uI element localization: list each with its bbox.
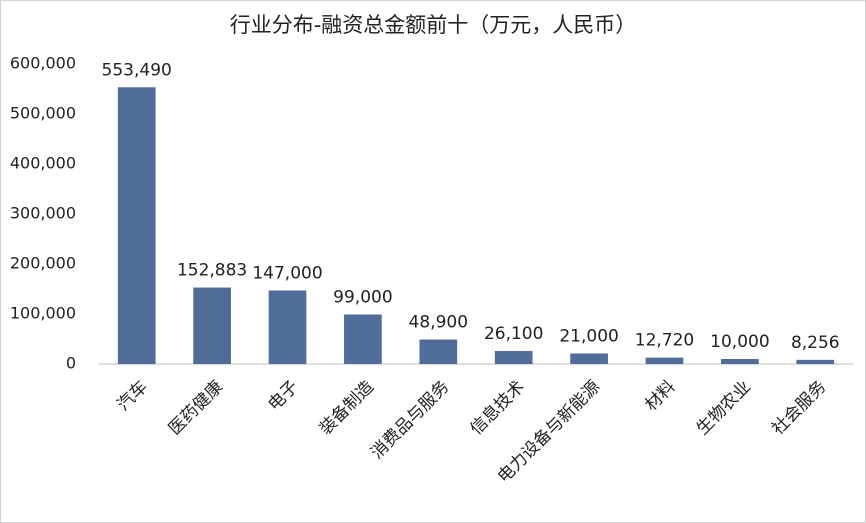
- value-label: 147,000: [252, 264, 322, 284]
- value-label: 8,256: [791, 333, 840, 353]
- bar: [645, 357, 684, 364]
- y-tick-label: 300,000: [10, 204, 76, 223]
- bar: [344, 314, 382, 364]
- bar: [419, 339, 458, 364]
- y-tick-label: 500,000: [10, 104, 76, 123]
- y-tick-label: 600,000: [10, 54, 76, 73]
- value-label: 10,000: [710, 332, 769, 352]
- value-label: 48,900: [409, 313, 468, 333]
- y-tick-label: 0: [66, 354, 76, 373]
- bar: [721, 359, 759, 364]
- bar: [796, 359, 835, 364]
- value-label: 26,100: [484, 324, 543, 344]
- y-tick-label: 200,000: [10, 254, 76, 273]
- bar: [570, 353, 608, 364]
- bar: [117, 87, 156, 364]
- y-tick-label: 100,000: [10, 304, 76, 323]
- bar: [193, 287, 231, 364]
- chart-title: 行业分布-融资总金额前十（万元，人民币）: [230, 13, 637, 37]
- y-tick-label: 400,000: [10, 154, 76, 173]
- bar: [494, 350, 533, 364]
- value-label: 553,490: [102, 60, 172, 80]
- value-label: 21,000: [559, 327, 618, 347]
- bar: [268, 290, 307, 364]
- value-label: 152,883: [177, 261, 247, 281]
- value-label: 99,000: [333, 288, 392, 308]
- value-label: 12,720: [635, 331, 694, 351]
